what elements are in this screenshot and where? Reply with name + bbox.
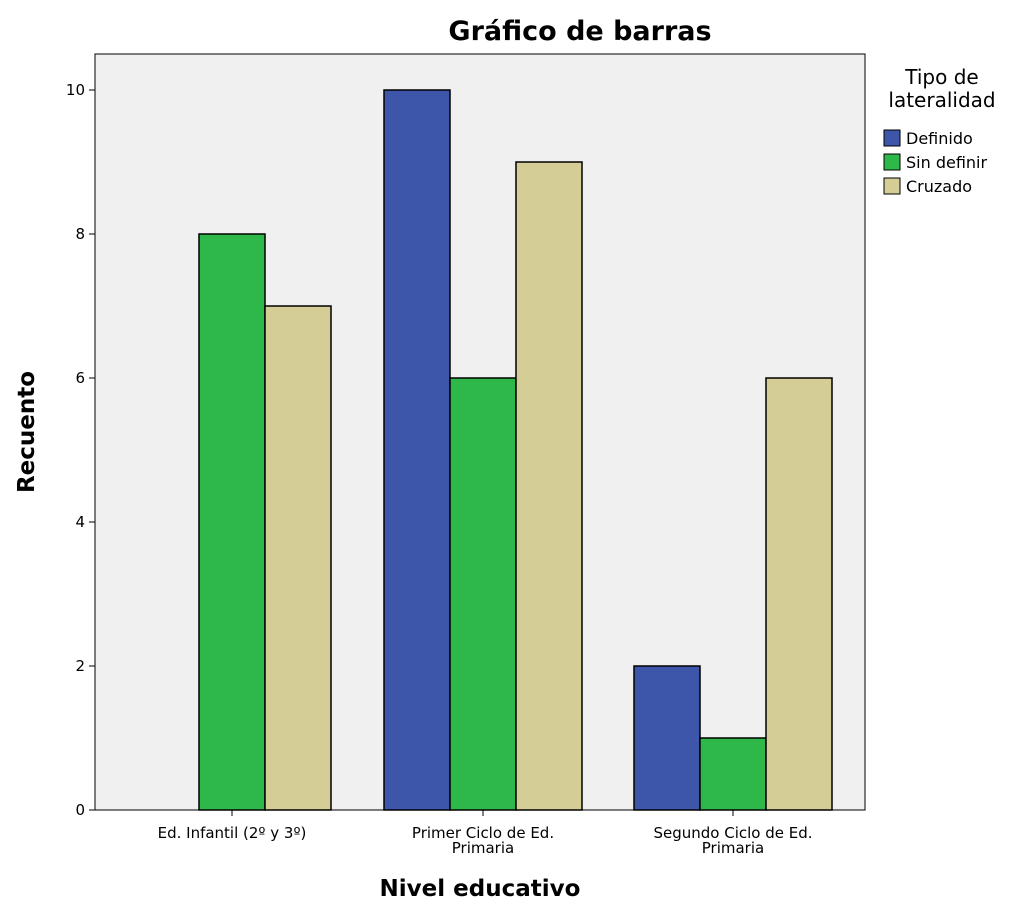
y-axis: 0 2 4 6 8 10 [66,81,95,819]
x-tick-label: Segundo Ciclo de Ed. Primaria [653,824,812,857]
x-tick-label-line: Primer Ciclo de Ed. [412,824,554,842]
x-tick-label: Ed. Infantil (2º y 3º) [158,824,307,842]
legend-label: Definido [906,129,973,148]
y-tick-label: 0 [75,801,85,819]
x-tick-label: Primer Ciclo de Ed. Primaria [412,824,554,857]
legend-swatch [883,129,901,147]
y-tick-label: 6 [75,369,85,387]
y-axis-label: Recuento [14,371,40,493]
bars [198,89,833,811]
legend-swatch [883,153,901,171]
bar-sin-definir [699,737,767,811]
legend-label: Cruzado [906,177,972,196]
legend-title: lateralidad [888,88,995,112]
x-tick-label-line: Primaria [452,839,514,857]
bar-cruzado [765,377,833,811]
legend-swatch [883,177,901,195]
x-tick-label-line: Ed. Infantil (2º y 3º) [158,824,307,842]
bar-sin-definir [198,233,266,811]
x-axis: Ed. Infantil (2º y 3º) Primer Ciclo de Ed… [158,810,813,857]
bar-cruzado [264,305,332,811]
legend-label: Sin definir [906,153,987,172]
y-tick-label: 10 [66,81,85,99]
bar-definido [633,665,701,811]
x-axis-label: Nivel educativo [380,876,581,902]
y-tick-label: 4 [75,513,85,531]
y-tick-label: 8 [75,225,85,243]
y-tick-label: 2 [75,657,85,675]
bar-sin-definir [449,377,517,811]
chart-title: Gráfico de barras [448,16,711,47]
x-tick-label-line: Primaria [702,839,764,857]
legend-title: Tipo de [904,65,978,89]
bar-definido [383,89,451,811]
bar-cruzado [515,161,583,811]
x-tick-label-line: Segundo Ciclo de Ed. [653,824,812,842]
